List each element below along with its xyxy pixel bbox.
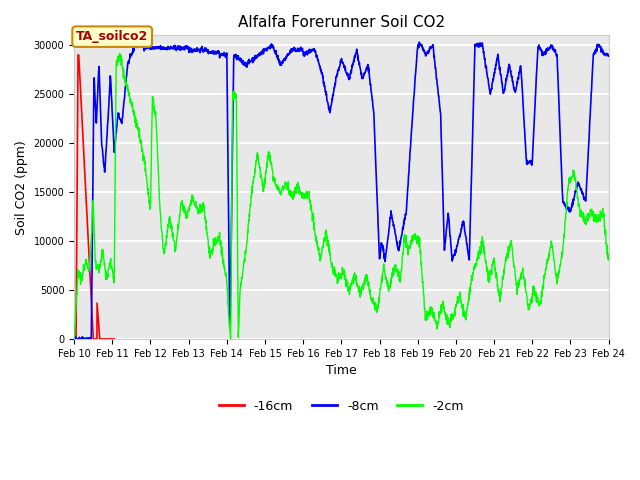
Y-axis label: Soil CO2 (ppm): Soil CO2 (ppm) bbox=[15, 140, 28, 235]
Title: Alfalfa Forerunner Soil CO2: Alfalfa Forerunner Soil CO2 bbox=[238, 15, 445, 30]
X-axis label: Time: Time bbox=[326, 364, 356, 377]
Legend: -16cm, -8cm, -2cm: -16cm, -8cm, -2cm bbox=[214, 395, 469, 418]
Text: TA_soilco2: TA_soilco2 bbox=[76, 30, 148, 43]
